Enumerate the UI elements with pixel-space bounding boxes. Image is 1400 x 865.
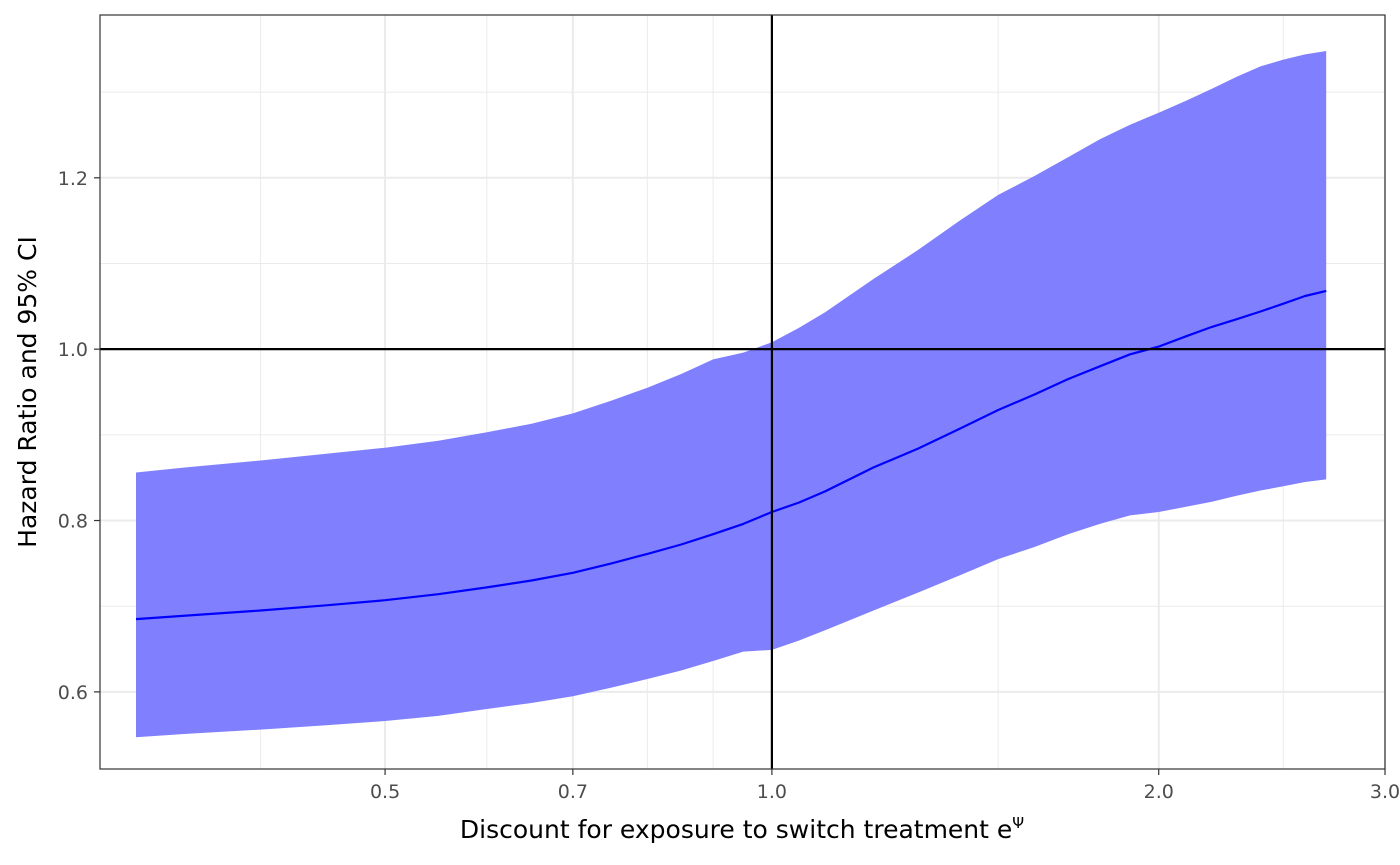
reference-lines bbox=[100, 15, 1385, 769]
x-tick-label: 3.0 bbox=[1370, 781, 1400, 803]
panel-border bbox=[99, 14, 1386, 770]
x-axis: 0.5 0.7 1.0 2.0 3.0 bbox=[370, 769, 1400, 803]
x-tick-label: 2.0 bbox=[1144, 781, 1174, 803]
y-tick-label: 0.8 bbox=[58, 511, 88, 533]
plot-layer bbox=[135, 51, 1327, 738]
y-axis-title: Hazard Ratio and 95% CI bbox=[13, 236, 42, 548]
y-tick-label: 1.2 bbox=[58, 168, 88, 190]
x-tick-label: 1.0 bbox=[757, 781, 787, 803]
confidence-band bbox=[136, 51, 1327, 738]
hazard-ratio-line bbox=[135, 289, 1327, 621]
y-axis: 0.6 0.8 1.0 1.2 bbox=[58, 168, 100, 704]
x-axis-title: Discount for exposure to switch treatmen… bbox=[460, 814, 1024, 844]
x-axis-title-text: Discount for exposure to switch treatmen… bbox=[460, 815, 1012, 844]
x-axis-title-superscript: Ψ bbox=[1012, 814, 1024, 832]
y-tick-label: 1.0 bbox=[58, 339, 88, 361]
x-tick-label: 0.7 bbox=[558, 781, 588, 803]
y-tick-label: 0.6 bbox=[58, 682, 88, 704]
x-tick-label: 0.5 bbox=[370, 781, 400, 803]
